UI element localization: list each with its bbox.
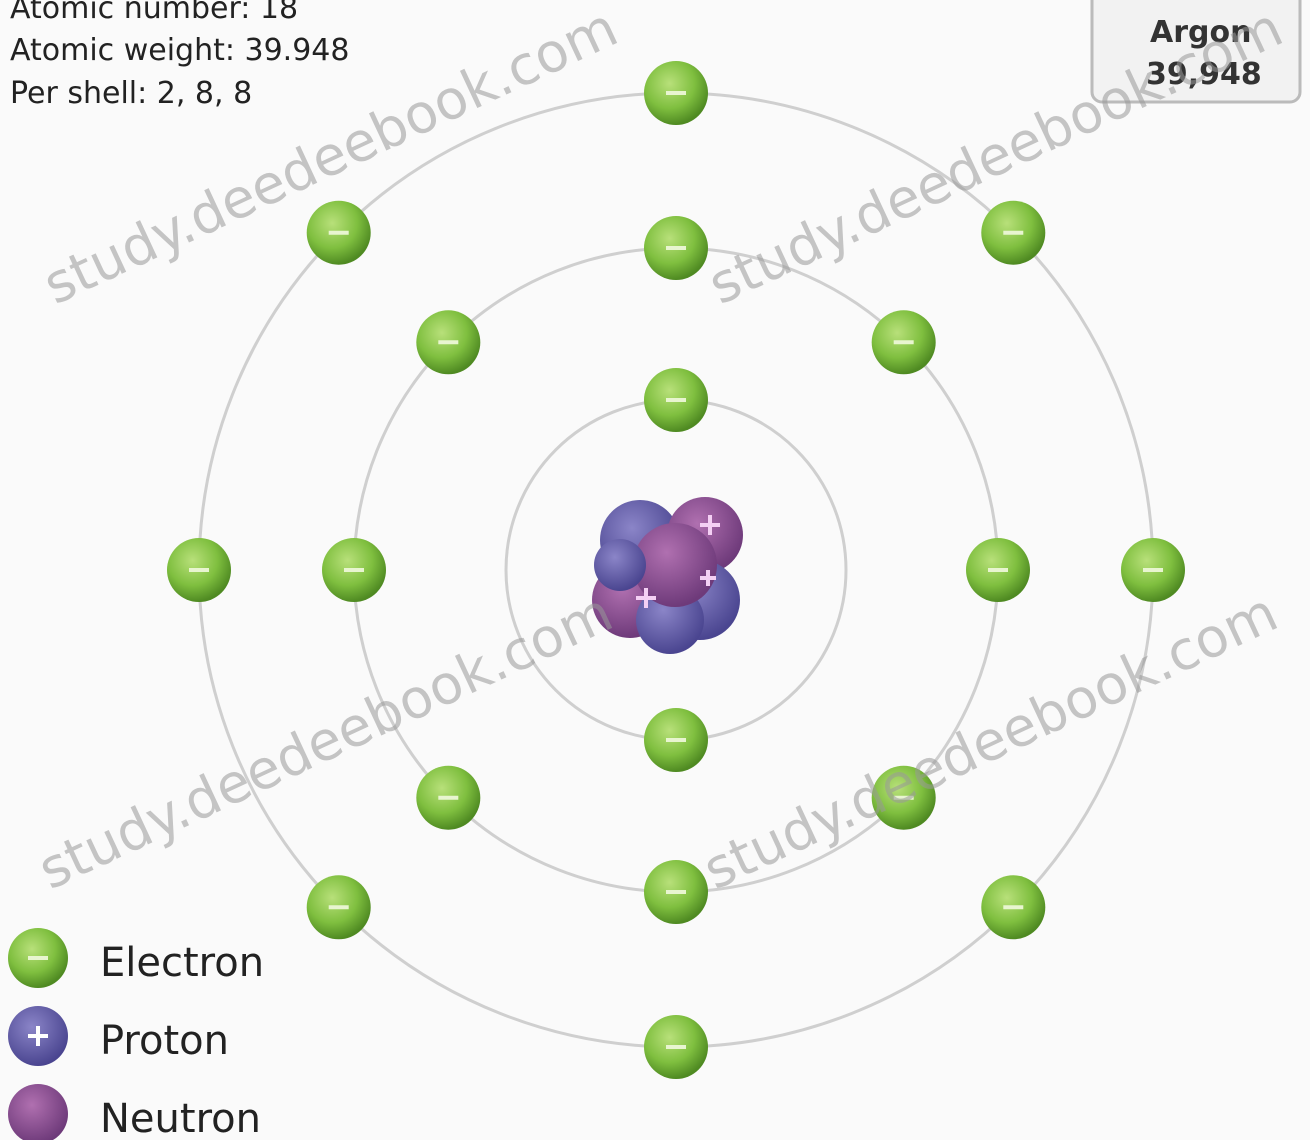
info-line: Per shell: 2, 8, 8 [10,76,252,111]
legend-label: Neutron [100,1096,261,1140]
info-line: Atomic weight: 39.948 [10,33,349,68]
legend-label: Electron [100,940,264,986]
legend-label: Proton [100,1018,229,1064]
info-line: Atomic number: 18 [10,0,298,26]
atom-diagram: Atomic number: 18 Atomic weight: 39.948 … [0,0,1310,1140]
legend: Electron Proton Neutron [8,928,264,1140]
